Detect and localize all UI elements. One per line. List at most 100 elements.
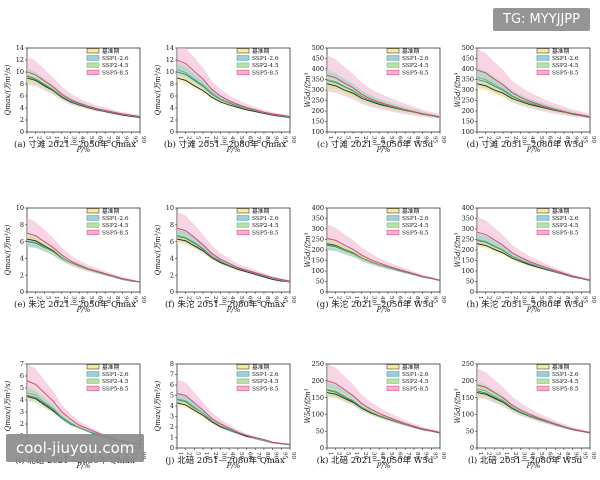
x-tick-label: 1 <box>327 452 333 456</box>
legend-swatch <box>386 385 400 391</box>
y-tick-label: 14 <box>166 44 174 52</box>
x-tick-label: 40 <box>379 136 385 144</box>
chart-panel: 0 2 4 6 8 10 12 14 1 2 5 10 20 30 40 50 60 70 80 90 95 99 P/% Q… <box>150 2 300 160</box>
legend-label: 基准期 <box>402 363 420 371</box>
y-axis-label: Qmax/(万m³/s) <box>4 224 12 275</box>
watermark-bottom-left: cool-jiuyou.com <box>6 434 145 462</box>
panel-caption: (g) 朱沱 2021—2050年 W5d <box>316 300 434 310</box>
y-tick-label: 14 <box>16 44 24 52</box>
x-axis-label: P/% <box>226 146 241 154</box>
x-tick-label: 30 <box>520 136 526 144</box>
x-tick-label: 95 <box>131 136 137 144</box>
y-axis-label: W5d/亿m³ <box>304 388 312 423</box>
x-tick-label: 40 <box>379 452 385 460</box>
x-tick-label: 1 <box>27 296 33 300</box>
x-tick-label: 5 <box>194 452 200 456</box>
x-axis-label: P/% <box>76 306 91 314</box>
y-axis-label: W5d/亿m³ <box>304 72 312 107</box>
legend-swatch <box>86 48 100 54</box>
x-tick-label: 90 <box>273 296 279 304</box>
x-axis-label: P/% <box>76 146 91 154</box>
x-tick-label: 90 <box>573 136 579 144</box>
plot-frame <box>26 47 141 133</box>
legend-swatch <box>236 208 250 214</box>
y-tick-label: 3 <box>20 408 24 416</box>
legend-swatch <box>86 62 100 68</box>
x-tick-label: 99 <box>290 136 296 144</box>
plot-frame <box>476 363 591 449</box>
x-tick-label: 1 <box>177 296 183 300</box>
x-tick-label: 10 <box>353 452 359 460</box>
chart-panel: 0 2 4 6 8 10 1 2 5 10 20 30 40 50 60 70 80 90 95 99 P/% Qmax/… <box>0 162 150 320</box>
legend-swatch <box>536 371 550 377</box>
x-tick-label: 60 <box>397 452 403 460</box>
uncertainty-band <box>327 238 440 281</box>
x-tick-label: 80 <box>414 136 420 144</box>
y-tick-label: 5 <box>20 384 24 392</box>
y-axis-label: Qmax/(万m³/s) <box>154 224 162 275</box>
x-tick-label: 20 <box>62 296 68 304</box>
legend-swatch <box>536 215 550 221</box>
legend-label: 基准期 <box>102 207 120 215</box>
x-tick-label: 99 <box>290 452 296 460</box>
y-tick-label: 400 <box>462 65 474 73</box>
y-axis-label: W5d/亿m³ <box>454 388 462 423</box>
x-tick-label: 40 <box>229 136 235 144</box>
x-tick-label: 90 <box>273 452 279 460</box>
series-line <box>326 380 441 433</box>
y-tick-label: 4 <box>170 104 174 112</box>
x-tick-label: 2 <box>336 452 342 456</box>
y-tick-label: 200 <box>462 377 474 385</box>
x-tick-label: 50 <box>238 296 244 304</box>
x-tick-label: 2 <box>36 296 42 300</box>
x-tick-label: 95 <box>281 452 287 460</box>
legend-label: SSP1-2.6 <box>552 216 579 222</box>
x-tick-label: 80 <box>264 136 270 144</box>
legend-label: SSP5-8.5 <box>402 70 429 76</box>
chart-panel: 100 150 200 250 300 350 400 450 500 1 2 5 10 20 30 40 50… <box>450 2 600 160</box>
x-tick-label: 90 <box>573 296 579 304</box>
x-tick-label: 10 <box>503 296 509 304</box>
uncertainty-band <box>477 387 590 434</box>
y-tick-label: 150 <box>312 394 324 402</box>
legend-swatch <box>536 364 550 370</box>
x-tick-label: 90 <box>423 136 429 144</box>
x-tick-label: 50 <box>88 296 94 304</box>
legend-swatch <box>86 55 100 61</box>
uncertainty-band <box>327 381 440 433</box>
x-tick-label: 30 <box>370 136 376 144</box>
series-line <box>326 74 441 118</box>
legend-label: SSP2-4.5 <box>552 379 579 385</box>
x-tick-label: 30 <box>220 136 226 144</box>
y-tick-label: 200 <box>462 107 474 115</box>
y-tick-label: 7 <box>20 360 24 368</box>
series-line <box>176 234 291 283</box>
x-axis-label: P/% <box>526 306 541 314</box>
x-tick-label: 10 <box>353 136 359 144</box>
uncertainty-band <box>327 382 440 433</box>
x-tick-label: 50 <box>388 452 394 460</box>
x-tick-label: 30 <box>70 136 76 144</box>
legend-label: SSP2-4.5 <box>402 223 429 229</box>
uncertainty-band <box>477 232 590 281</box>
legend-label: SSP2-4.5 <box>252 63 279 69</box>
x-tick-label: 1 <box>477 452 483 456</box>
legend-label: 基准期 <box>252 363 270 371</box>
legend-swatch <box>236 222 250 228</box>
y-tick-label: 0 <box>320 444 324 452</box>
legend-label: SSP2-4.5 <box>552 63 579 69</box>
series-line <box>176 238 291 283</box>
x-tick-label: 80 <box>114 136 120 144</box>
x-tick-label: 2 <box>486 296 492 300</box>
legend-swatch <box>386 215 400 221</box>
y-tick-label: 500 <box>312 44 324 52</box>
x-tick-label: 95 <box>431 296 437 304</box>
legend-label: SSP5-8.5 <box>552 386 579 392</box>
y-tick-label: 450 <box>462 55 474 63</box>
y-tick-label: 6 <box>170 92 174 100</box>
legend-swatch <box>386 222 400 228</box>
y-tick-label: 200 <box>462 246 474 254</box>
x-tick-label: 60 <box>97 136 103 144</box>
